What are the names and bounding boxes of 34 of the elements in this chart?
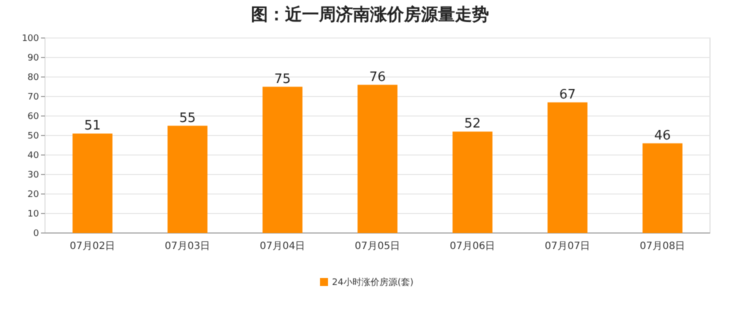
- y-tick-label: 100: [22, 34, 40, 44]
- x-tick-label: 07月08日: [640, 241, 686, 252]
- data-label: 51: [84, 118, 101, 134]
- data-label: 52: [464, 116, 481, 132]
- x-tick-label: 07月04日: [260, 241, 306, 252]
- y-tick-label: 30: [28, 170, 40, 181]
- y-tick-label: 60: [28, 112, 40, 122]
- bar: [262, 86, 302, 233]
- bar: [168, 126, 208, 233]
- data-label: 76: [369, 70, 386, 85]
- x-tick-label: 07月05日: [354, 241, 400, 252]
- y-tick-label: 0: [33, 229, 40, 240]
- bar: [452, 132, 492, 233]
- y-tick-label: 70: [28, 92, 40, 103]
- data-label: 67: [559, 87, 576, 102]
- data-label: 75: [274, 72, 291, 87]
- x-tick-label: 07月06日: [450, 241, 496, 252]
- y-tick-label: 40: [28, 151, 40, 162]
- chart-title: 图：近一周济南涨价房源量走势: [251, 5, 489, 25]
- x-tick-label: 07月07日: [544, 241, 590, 252]
- data-label: 46: [654, 128, 671, 144]
- y-tick-label: 80: [28, 73, 40, 84]
- x-tick-label: 07月03日: [164, 241, 210, 252]
- bar: [358, 84, 398, 233]
- y-tick-label: 90: [28, 54, 40, 64]
- x-tick-label: 07月02日: [70, 241, 116, 252]
- bar: [548, 102, 588, 233]
- legend-label: 24小时涨价房源(套): [332, 277, 414, 288]
- bar: [72, 134, 112, 233]
- y-tick-label: 50: [28, 132, 40, 142]
- bar: [642, 143, 682, 233]
- y-tick-label: 10: [28, 210, 40, 220]
- y-tick-label: 20: [28, 190, 40, 200]
- data-label: 55: [179, 110, 196, 126]
